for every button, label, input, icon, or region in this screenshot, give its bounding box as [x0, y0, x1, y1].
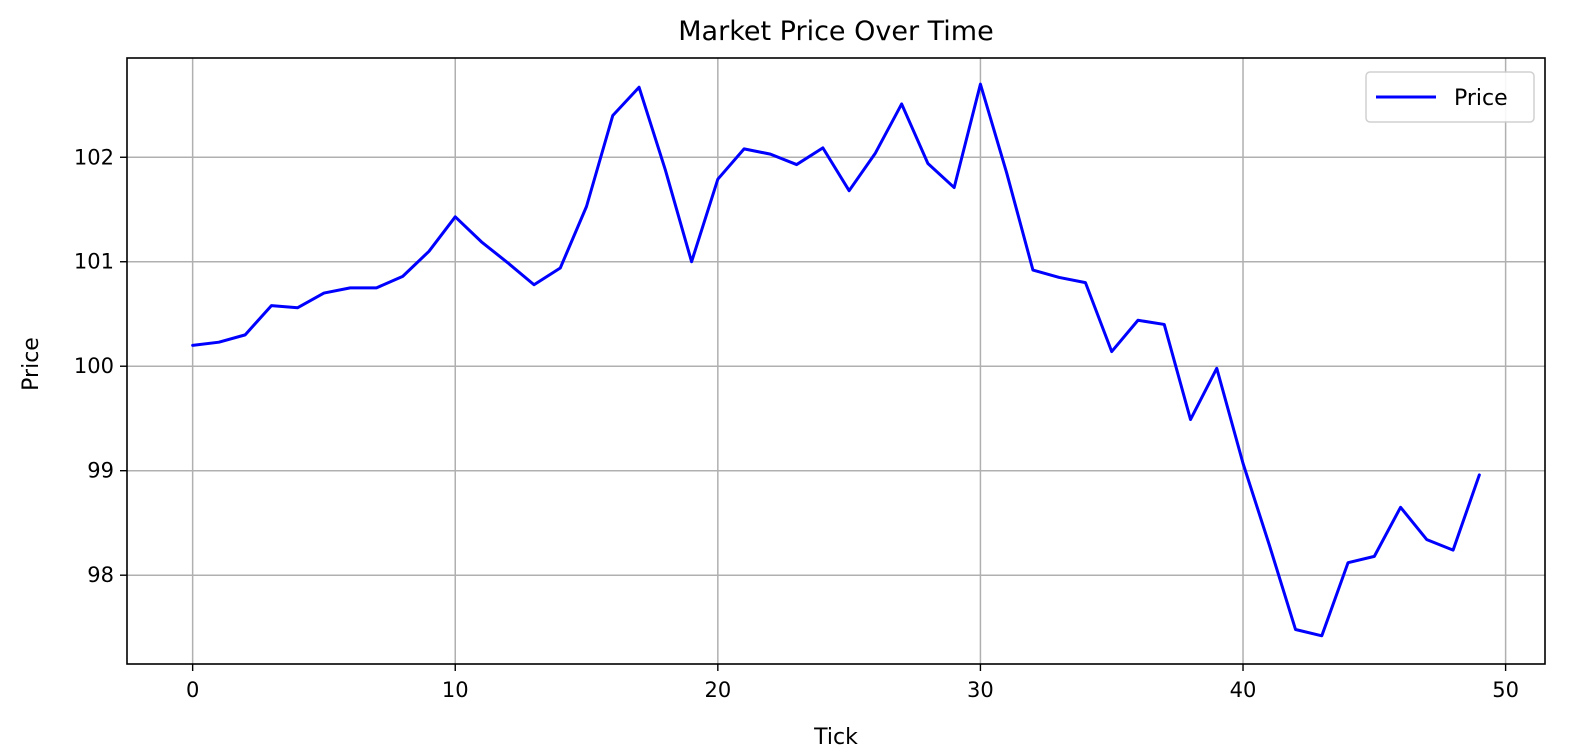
- y-tick-label-102: 102: [74, 145, 114, 169]
- y-axis-label: Price: [19, 337, 44, 391]
- legend: Price: [1365, 71, 1535, 123]
- legend-label-price: Price: [1454, 86, 1508, 111]
- y-tick-label-99: 99: [87, 459, 114, 483]
- series-line-price: [191, 82, 1481, 638]
- ticks-layer: 0 10 20 30 40 50 98 99 100 101 102: [74, 145, 1519, 702]
- y-tick-label-98: 98: [87, 563, 114, 587]
- plot-frame: [126, 57, 1546, 665]
- chart-title: Market Price Over Time: [678, 16, 993, 47]
- grid-layer: [127, 58, 1545, 664]
- x-tick-label-20: 20: [704, 678, 731, 702]
- y-tick-label-101: 101: [74, 250, 114, 274]
- legend-box: [1365, 71, 1535, 123]
- y-tick-label-100: 100: [74, 354, 114, 378]
- x-tick-label-40: 40: [1230, 678, 1257, 702]
- x-tick-label-0: 0: [186, 678, 199, 702]
- x-axis-label: Tick: [813, 725, 858, 750]
- x-tick-label-50: 50: [1492, 678, 1519, 702]
- x-tick-label-10: 10: [442, 678, 469, 702]
- x-tick-label-30: 30: [967, 678, 994, 702]
- series-layer: [191, 82, 1481, 638]
